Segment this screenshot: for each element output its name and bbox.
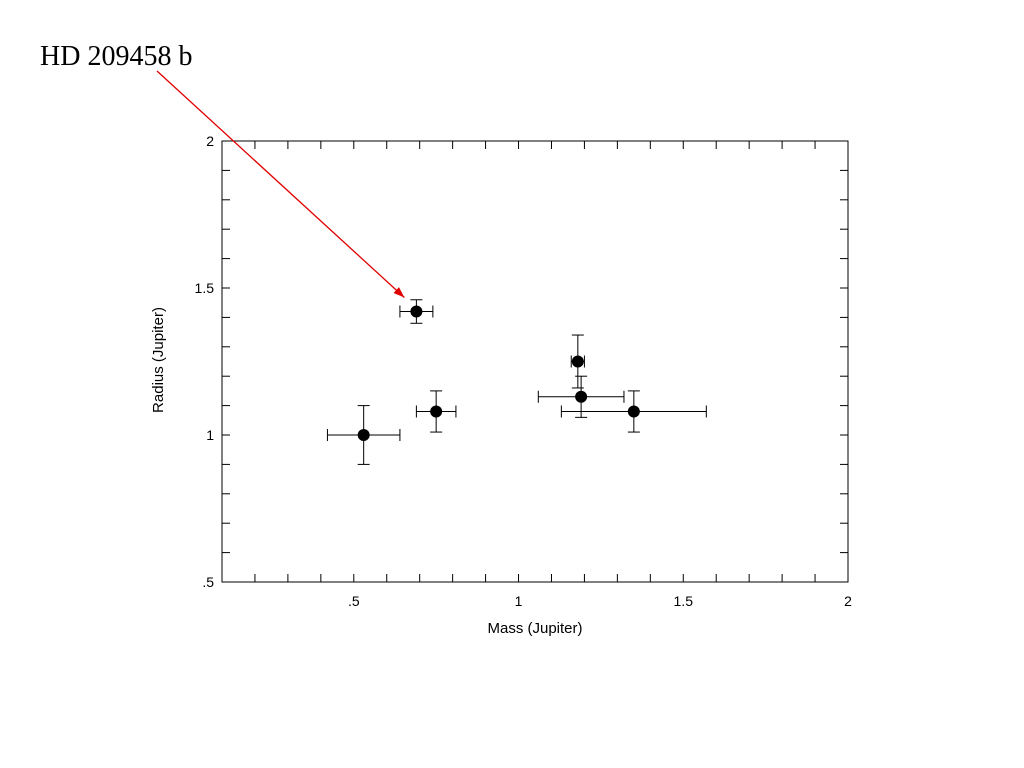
annotation-arrow bbox=[156, 70, 405, 298]
data-point bbox=[575, 390, 588, 403]
x-tick-label: 1.5 bbox=[674, 593, 694, 609]
minor-ticks bbox=[222, 141, 849, 582]
x-tick-label: .5 bbox=[348, 593, 360, 609]
data-points bbox=[357, 305, 640, 441]
plot-frame bbox=[221, 140, 849, 583]
annotation-label: HD 209458 b bbox=[40, 41, 192, 72]
y-tick-label: 1 bbox=[206, 427, 214, 443]
data-point bbox=[571, 355, 584, 368]
x-axis-label: Mass (Jupiter) bbox=[487, 620, 582, 637]
y-axis-label: Radius (Jupiter) bbox=[150, 307, 167, 413]
x-tick-label: 2 bbox=[844, 593, 852, 609]
data-point bbox=[410, 305, 423, 318]
y-tick-label: .5 bbox=[202, 574, 214, 590]
y-tick-label: 1.5 bbox=[195, 280, 215, 296]
x-tick-labels: .5 1 1.5 2 bbox=[348, 593, 852, 609]
y-tick-labels: .5 1 1.5 2 bbox=[195, 133, 215, 590]
data-point bbox=[430, 405, 443, 418]
data-point bbox=[627, 405, 640, 418]
y-tick-label: 2 bbox=[206, 133, 214, 149]
error-bars bbox=[326, 299, 707, 465]
data-point bbox=[357, 429, 370, 441]
x-tick-label: 1 bbox=[515, 593, 523, 609]
planet-annotation: HD 209458 b bbox=[40, 41, 405, 298]
annotation-arrowhead bbox=[393, 287, 405, 298]
